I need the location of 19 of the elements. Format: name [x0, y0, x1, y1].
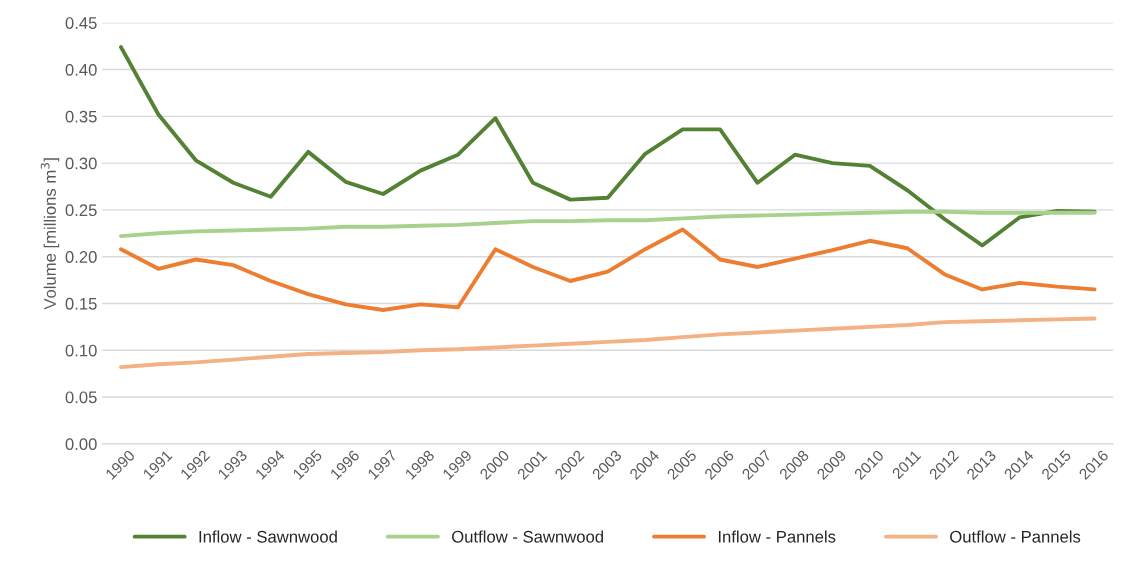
legend-label: Inflow - Sawnwood — [199, 530, 337, 543]
line-series — [119, 209, 1097, 239]
y-axis-title: Volume [millions m$^{3}$] — [40, 158, 60, 310]
y-tick-label: 0.40 — [65, 63, 97, 76]
line-series — [119, 316, 1097, 370]
legend-label: Outflow - Sawnwood — [452, 530, 603, 543]
y-tick-label: 0.30 — [65, 157, 97, 170]
y-tick-label: 0.00 — [65, 438, 97, 451]
legend-label: Outflow - Pannels — [950, 530, 1081, 543]
y-tick-label: 0.10 — [65, 344, 97, 357]
line-series — [119, 45, 1097, 248]
y-tick-label: 0.15 — [65, 297, 97, 310]
y-tick-label: 0.45 — [65, 17, 97, 29]
y-tick-label: 0.35 — [65, 110, 97, 123]
line-series — [119, 227, 1097, 312]
legend-label: Inflow - Pannels — [718, 530, 836, 543]
y-tick-label: 0.20 — [65, 251, 97, 263]
y-tick-label: 0.05 — [65, 391, 97, 404]
y-tick-label: 0.25 — [65, 204, 97, 217]
